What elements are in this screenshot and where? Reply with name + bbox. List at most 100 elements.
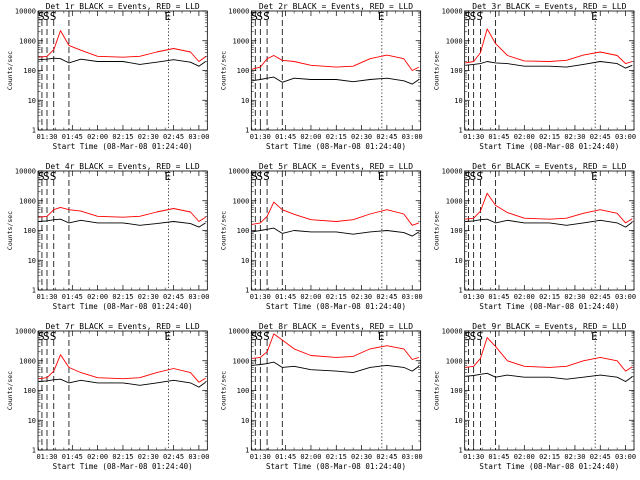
y-tick-label: 1000 [446, 37, 463, 45]
y-tick-label: 1000 [232, 197, 249, 205]
x-tick-label: 03:00 [188, 453, 209, 461]
chart-panel-8: Det 8r BLACK = Events, RED = LLD 1 10 100 10… [219, 322, 422, 471]
chart-panel-1: Det 1r BLACK = Events, RED = LLD 1 10 100 10… [6, 2, 209, 151]
event-marker-label: E [378, 10, 385, 23]
x-tick-label: 02:00 [514, 133, 535, 141]
x-tick-label: 01:30 [250, 133, 271, 141]
lld-series-line [251, 54, 420, 71]
x-tick-label: 02:15 [326, 133, 347, 141]
x-tick-label: 02:30 [138, 453, 159, 461]
event-marker-label: S [43, 170, 50, 183]
plot-frame [37, 330, 208, 451]
event-marker-label: S [465, 170, 472, 183]
x-tick-label: 02:15 [112, 453, 133, 461]
x-tick-label: 02:15 [112, 293, 133, 301]
chart-title: Det 5r BLACK = Events, RED = LLD [259, 162, 413, 171]
plot-frame [250, 170, 422, 291]
x-tick-label: 02:45 [376, 453, 397, 461]
chart-title: Det 2r BLACK = Events, RED = LLD [259, 2, 413, 11]
y-tick-label: 10000 [442, 168, 463, 176]
y-tick-label: 1 [245, 127, 249, 135]
y-axis-label: Counts/sec [6, 211, 14, 250]
x-tick-label: 01:45 [62, 293, 83, 301]
x-tick-label: 01:30 [250, 293, 271, 301]
event-marker-label: S [256, 330, 263, 343]
y-tick-label: 10000 [442, 8, 463, 16]
x-tick-label: 01:30 [36, 453, 57, 461]
x-tick-label: 02:45 [163, 453, 184, 461]
event-marker-label: S [251, 10, 258, 23]
event-marker-label: S [470, 330, 477, 343]
x-tick-label: 02:45 [590, 293, 611, 301]
events-series-line [38, 218, 206, 228]
y-tick-label: 10 [241, 97, 249, 105]
y-tick-label: 100 [237, 67, 250, 75]
event-marker-label: E [591, 330, 598, 343]
x-tick-label: 01:30 [36, 293, 57, 301]
y-tick-label: 10 [454, 417, 462, 425]
x-tick-label: 02:00 [514, 453, 535, 461]
plot-frame [37, 10, 208, 131]
chart-panel-3: Det 3r BLACK = Events, RED = LLD 1 10 100 10… [433, 2, 636, 151]
x-tick-label: 01:45 [488, 133, 509, 141]
y-tick-label: 1 [458, 127, 462, 135]
chart-title: Det 1r BLACK = Events, RED = LLD [46, 2, 200, 11]
x-tick-label: 02:00 [300, 453, 321, 461]
y-tick-label: 10000 [228, 328, 249, 336]
event-marker-label: S [470, 10, 477, 23]
events-series-line [465, 372, 633, 382]
events-series-line [465, 61, 633, 69]
chart-title: Det 4r BLACK = Events, RED = LLD [46, 162, 200, 171]
event-marker-label: S [465, 330, 472, 343]
lld-series-line [465, 337, 633, 372]
event-marker-label: S [476, 10, 483, 23]
x-tick-label: 01:30 [463, 293, 484, 301]
y-tick-label: 10 [454, 257, 462, 265]
chart-title: Det 3r BLACK = Events, RED = LLD [472, 2, 626, 11]
x-tick-label: 02:00 [300, 133, 321, 141]
event-marker-label: S [50, 170, 57, 183]
x-tick-label: 01:45 [62, 453, 83, 461]
x-tick-label: 03:00 [402, 453, 423, 461]
x-tick-label: 02:00 [87, 453, 108, 461]
y-tick-label: 10000 [228, 8, 249, 16]
y-tick-label: 10 [28, 97, 36, 105]
y-tick-label: 10000 [442, 328, 463, 336]
x-tick-label: 02:15 [539, 293, 560, 301]
x-tick-label: 01:45 [488, 293, 509, 301]
event-marker-label: S [263, 330, 270, 343]
event-marker-label: E [591, 10, 598, 23]
event-marker-label: S [38, 170, 45, 183]
y-tick-label: 1000 [232, 357, 249, 365]
event-marker-label: S [263, 10, 270, 23]
x-tick-label: 01:45 [488, 453, 509, 461]
y-axis-label: Counts/sec [219, 371, 227, 410]
x-tick-label: 03:00 [615, 293, 636, 301]
x-tick-label: 02:45 [163, 133, 184, 141]
event-marker-label: S [50, 10, 57, 23]
event-marker-label: S [465, 10, 472, 23]
x-tick-label: 02:30 [138, 133, 159, 141]
y-tick-label: 10 [241, 417, 249, 425]
x-tick-label: 03:00 [402, 133, 423, 141]
x-tick-label: 02:15 [539, 453, 560, 461]
x-axis-label: Start Time (08-Mar-08 01:24:40) [266, 302, 406, 311]
x-tick-label: 02:45 [590, 453, 611, 461]
event-marker-label: S [50, 330, 57, 343]
y-axis-label: Counts/sec [433, 371, 441, 410]
event-marker-label: E [378, 170, 385, 183]
lld-series-line [38, 30, 206, 62]
x-tick-label: 03:00 [188, 133, 209, 141]
lld-series-line [465, 192, 633, 224]
chart-panel-2: Det 2r BLACK = Events, RED = LLD 1 10 100 10… [219, 2, 422, 151]
lld-series-line [251, 201, 420, 226]
x-tick-label: 02:30 [351, 453, 372, 461]
y-axis-label: Counts/sec [6, 51, 14, 90]
y-tick-label: 10000 [15, 168, 36, 176]
x-tick-label: 01:30 [36, 133, 57, 141]
y-tick-label: 10000 [15, 8, 36, 16]
event-marker-label: S [251, 330, 258, 343]
y-axis-label: Counts/sec [219, 51, 227, 90]
y-tick-label: 1 [458, 447, 462, 455]
